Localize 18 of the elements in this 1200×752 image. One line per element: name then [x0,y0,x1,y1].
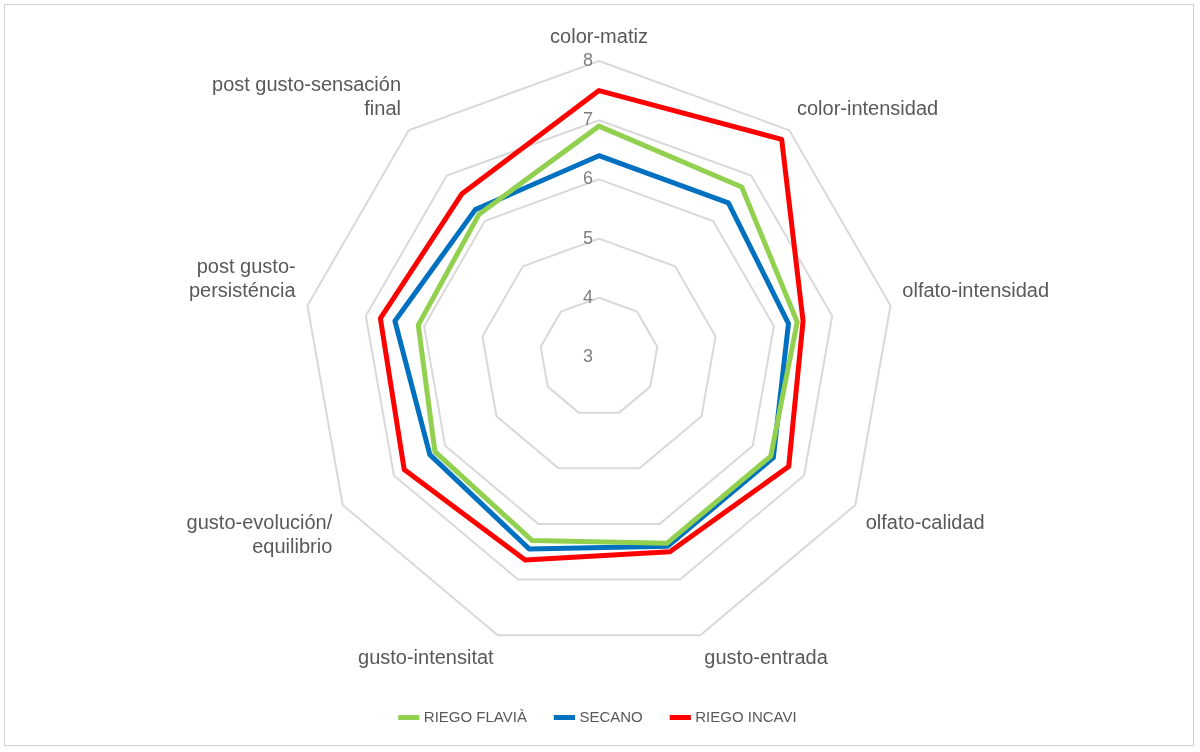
y-tick-label: 3 [582,345,593,366]
y-tick-label: 5 [582,227,593,248]
y-tick-label: 8 [582,49,593,70]
legend-label: RIEGO FLAVIÀ [423,707,527,725]
legend-label: SECANO [579,707,643,725]
legend-label: RIEGO INCAVI [695,707,797,725]
spoke-label: color-matiz [550,24,648,47]
y-tick-label: 4 [582,286,593,307]
y-tick-label: 7 [582,109,593,130]
spoke-label: post gusto-persisténcia [188,255,297,302]
spoke-label: gusto-entrada [704,645,829,668]
y-tick-label: 6 [582,168,593,189]
spoke-label: color-intensidad [796,96,939,119]
spoke-label: olfato-calidad [865,510,985,533]
spoke-label: gusto-evolución/equilibrio [186,510,333,557]
spoke-label: olfato-intensidad [902,279,1050,302]
spoke-label: post gusto-sensación final [212,72,402,119]
spoke-label: gusto-intensitat [358,645,495,668]
